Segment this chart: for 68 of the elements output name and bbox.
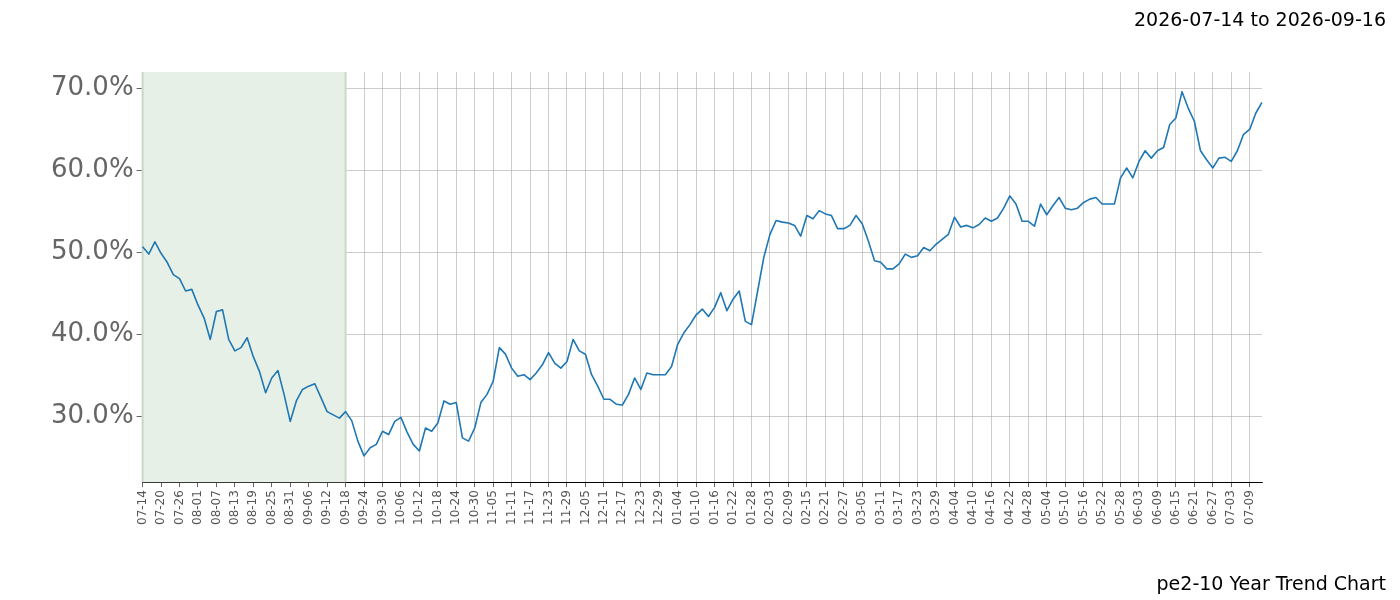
x-tick-label: 05-16 (1075, 490, 1090, 526)
x-tick-label: 01-04 (669, 490, 684, 526)
x-tick-label: 07-14 (134, 490, 149, 526)
x-tick-label: 09-12 (319, 490, 334, 526)
x-tick-label: 12-29 (651, 490, 666, 526)
x-tick-label: 03-17 (891, 490, 906, 526)
x-tick-label: 12-17 (614, 490, 629, 526)
x-tick-label: 09-30 (374, 490, 389, 526)
y-tick-label: 60.0% (50, 153, 134, 184)
x-tick-label: 06-03 (1131, 490, 1146, 526)
x-tick-label: 09-06 (300, 490, 315, 526)
x-tick-label: 08-31 (282, 490, 297, 526)
x-tick-label: 11-05 (485, 490, 500, 526)
x-tick-label: 08-07 (208, 490, 223, 526)
text: pe2-10 Year Trend Chart (1156, 572, 1386, 594)
x-tick-label: 10-30 (466, 490, 481, 526)
x-tick-label: 03-05 (854, 490, 869, 526)
x-tick-label: 12-23 (632, 490, 647, 526)
x-tick-label: 01-22 (725, 490, 740, 526)
y-tick-label: 40.0% (50, 317, 134, 348)
x-tick-label: 07-20 (153, 490, 168, 526)
x-tick-label: 05-04 (1038, 490, 1053, 526)
y-tick-label: 70.0% (50, 71, 134, 102)
x-tick-label: 03-11 (872, 490, 887, 526)
x-tick-label: 03-23 (909, 490, 924, 526)
x-tick-label: 04-10 (965, 490, 980, 526)
x-tick-label: 10-12 (411, 490, 426, 526)
x-tick-label: 08-25 (263, 490, 278, 526)
x-tick-label: 08-19 (245, 490, 260, 526)
x-tick-label: 11-17 (522, 490, 537, 526)
y-tick-label: 50.0% (50, 235, 134, 266)
x-tick-label: 08-13 (226, 490, 241, 526)
x-tick-label: 11-29 (559, 490, 574, 526)
x-tick-label: 04-28 (1020, 490, 1035, 526)
x-tick-label: 11-11 (503, 490, 518, 526)
x-tick-label: 08-01 (190, 490, 205, 526)
x-tick-label: 04-22 (1001, 490, 1016, 526)
x-tick-label: 11-23 (540, 490, 555, 526)
x-tick-label: 12-11 (596, 490, 611, 526)
x-tick-label: 09-24 (356, 490, 371, 526)
y-tick-label: 30.0% (50, 399, 134, 430)
x-tick-label: 02-27 (835, 490, 850, 526)
x-tick-label: 01-28 (743, 490, 758, 526)
x-tick-label: 07-09 (1241, 490, 1256, 526)
x-tick-label: 04-16 (983, 490, 998, 526)
x-tick-label: 04-04 (946, 490, 961, 526)
x-tick-label: 03-29 (928, 490, 943, 526)
x-tick-label: 07-26 (171, 490, 186, 526)
x-tick-label: 09-18 (337, 490, 352, 526)
x-tick-label: 06-21 (1186, 490, 1201, 526)
x-tick-label: 02-21 (817, 490, 832, 526)
x-tick-label: 12-05 (577, 490, 592, 526)
x-tick-label: 07-03 (1223, 490, 1238, 526)
x-tick-label: 05-22 (1094, 490, 1109, 526)
x-tick-label: 06-27 (1204, 490, 1219, 526)
x-tick-label: 02-03 (762, 490, 777, 526)
text: 2026-07-14 to 2026-09-16 (1134, 8, 1386, 30)
x-tick-label: 05-28 (1112, 490, 1127, 526)
x-tick-label: 05-10 (1057, 490, 1072, 526)
x-tick-label: 10-24 (448, 490, 463, 526)
x-tick-label: 01-16 (706, 490, 721, 526)
x-tick-label: 02-15 (798, 490, 813, 526)
x-tick-label: 06-15 (1168, 490, 1183, 526)
x-tick-label: 10-18 (429, 490, 444, 526)
x-tick-label: 01-10 (688, 490, 703, 526)
x-tick-label: 02-09 (780, 490, 795, 526)
x-tick-label: 10-06 (393, 490, 408, 526)
x-tick-label: 06-09 (1149, 490, 1164, 526)
